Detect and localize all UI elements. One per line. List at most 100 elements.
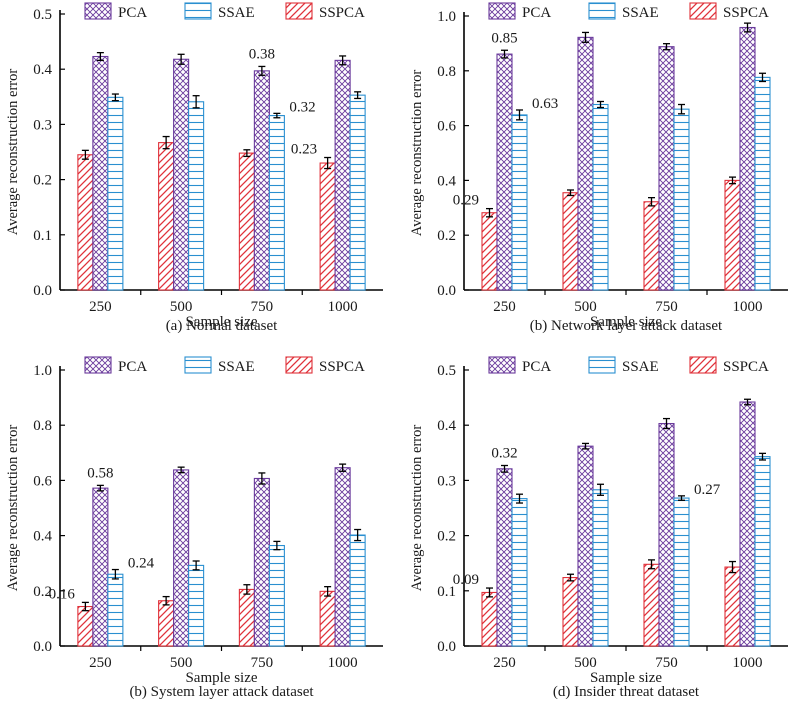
data-label: 0.85 — [491, 30, 517, 46]
legend-swatch-pca — [488, 356, 516, 374]
data-label: 0.63 — [532, 96, 558, 112]
x-axis-title: Sample size — [590, 314, 662, 330]
legend-label-pca: PCA — [522, 5, 551, 21]
y-tick-label: 0.2 — [437, 228, 456, 244]
legend-label-pca: PCA — [118, 359, 147, 375]
bar-pca-500 — [173, 469, 190, 647]
y-tick-label: 0.6 — [437, 119, 456, 135]
data-label: 0.32 — [289, 99, 315, 115]
chart-caption: (b) System layer attack dataset — [129, 684, 314, 700]
bar-pca-500 — [577, 445, 594, 647]
y-tick-label: 0.6 — [33, 473, 52, 489]
bar-ssae-250 — [107, 96, 124, 291]
legend-swatch-ssae — [184, 2, 212, 20]
x-tick-label: 500 — [574, 299, 597, 315]
bar-sspca-500 — [562, 577, 579, 647]
legend-swatch-sspca — [285, 356, 313, 374]
legend-swatch-ssae — [184, 356, 212, 374]
bar-ssae-500 — [188, 564, 205, 647]
y-tick-label: 0.4 — [437, 173, 456, 189]
chart-caption: (a) Normal dataset — [166, 318, 278, 334]
bar-pca-500 — [577, 36, 594, 291]
legend-label-sspca: SSPCA — [319, 359, 365, 375]
y-tick-label: 0.2 — [437, 529, 456, 545]
bar-ssae-750 — [268, 544, 285, 647]
legend-label-ssae: SSAE — [622, 359, 659, 375]
data-label: 0.29 — [453, 193, 479, 209]
legend-swatch-sspca — [689, 356, 717, 374]
y-tick-label: 0.5 — [437, 363, 456, 379]
x-tick-label: 250 — [493, 655, 516, 671]
bar-sspca-750 — [643, 201, 660, 291]
legend-swatch-ssae — [588, 356, 616, 374]
bar-pca-250 — [496, 53, 513, 291]
data-label: 0.23 — [291, 142, 317, 158]
y-tick-label: 1.0 — [437, 9, 456, 25]
x-axis-title: Sample size — [590, 670, 662, 686]
legend-label-sspca: SSPCA — [723, 5, 769, 21]
y-tick-label: 0.2 — [33, 173, 52, 189]
legend-swatch-pca — [84, 356, 112, 374]
y-axis-title: Average reconstruction error — [5, 425, 21, 592]
bar-sspca-1000 — [319, 590, 336, 647]
bar-ssae-750 — [673, 108, 690, 291]
legend-swatch-pca — [488, 2, 516, 20]
legend-swatch-sspca — [689, 2, 717, 20]
chart-panel-4: 0.0 0.1 0.2 0.3 0.4 0.5 Average reconstruction… — [409, 356, 788, 700]
legend-label-ssae: SSAE — [218, 359, 255, 375]
legend-label-pca: PCA — [522, 359, 551, 375]
y-tick-label: 0.3 — [437, 473, 456, 489]
data-label: 0.32 — [491, 445, 517, 461]
bar-pca-250 — [496, 468, 513, 647]
legend-label-sspca: SSPCA — [319, 5, 365, 21]
bar-pca-1000 — [334, 59, 351, 291]
y-tick-label: 0.0 — [33, 283, 52, 299]
y-tick-label: 0.2 — [33, 584, 52, 600]
bar-pca-250 — [92, 55, 109, 291]
bar-sspca-750 — [238, 588, 255, 647]
x-axis-title: Sample size — [185, 670, 257, 686]
bar-ssae-1000 — [754, 456, 771, 647]
bar-pca-750 — [658, 46, 675, 291]
bar-ssae-750 — [673, 497, 690, 647]
y-tick-label: 0.0 — [33, 639, 52, 655]
bar-ssae-1000 — [754, 76, 771, 291]
bar-sspca-1000 — [724, 566, 741, 647]
x-tick-label: 500 — [170, 299, 193, 315]
legend-label-sspca: SSPCA — [723, 359, 769, 375]
bar-sspca-1000 — [724, 179, 741, 291]
y-tick-label: 0.8 — [33, 418, 52, 434]
legend-label-ssae: SSAE — [218, 5, 255, 21]
bar-sspca-1000 — [319, 162, 336, 291]
y-tick-label: 0.4 — [33, 529, 52, 545]
bar-sspca-750 — [238, 152, 255, 291]
bar-pca-750 — [658, 422, 675, 647]
bar-sspca-250 — [481, 212, 498, 291]
y-tick-label: 0.1 — [437, 584, 456, 600]
x-tick-label: 750 — [251, 655, 274, 671]
x-tick-label: 1000 — [328, 299, 358, 315]
x-tick-label: 750 — [655, 299, 678, 315]
bar-ssae-1000 — [349, 94, 366, 291]
x-tick-label: 250 — [89, 299, 112, 315]
bar-pca-250 — [92, 487, 109, 647]
bar-sspca-500 — [158, 142, 175, 291]
y-axis-title: Average reconstruction error — [409, 70, 425, 237]
chart-caption: (d) Insider threat dataset — [553, 684, 700, 700]
bar-ssae-750 — [268, 115, 285, 291]
y-tick-label: 0.8 — [437, 64, 456, 80]
x-tick-label: 250 — [89, 655, 112, 671]
data-label: 0.24 — [128, 556, 155, 572]
bar-ssae-1000 — [349, 534, 366, 647]
data-label: 0.38 — [249, 46, 275, 62]
y-tick-label: 0.0 — [437, 283, 456, 299]
bar-ssae-500 — [188, 101, 205, 291]
y-tick-label: 0.4 — [437, 418, 456, 434]
bar-ssae-250 — [511, 114, 528, 291]
bar-sspca-500 — [158, 600, 175, 647]
y-tick-label: 1.0 — [33, 363, 52, 379]
y-tick-label: 0.5 — [33, 7, 52, 23]
bar-sspca-250 — [481, 591, 498, 647]
